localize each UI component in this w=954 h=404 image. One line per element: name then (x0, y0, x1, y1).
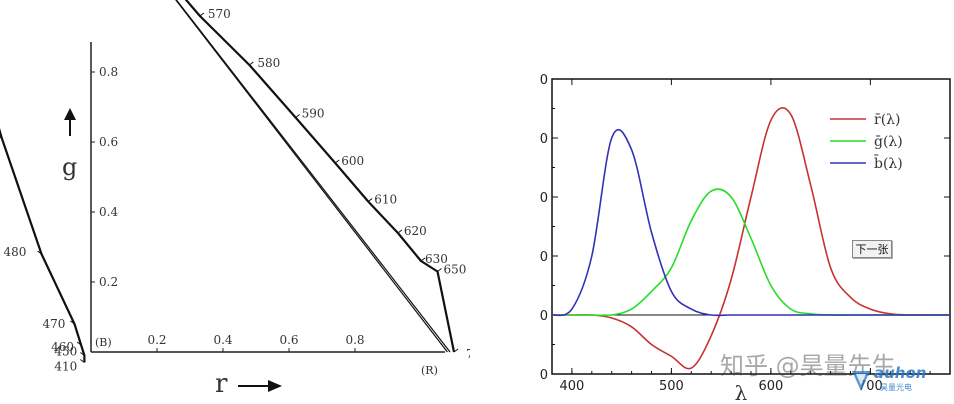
wavelength-label: 450 (54, 345, 77, 359)
next-image-button[interactable]: 下一张 (852, 240, 892, 258)
wavelength-label: 600 (341, 154, 364, 168)
wavelength-tick (437, 268, 442, 272)
x-tick-label: 0.8 (345, 333, 364, 347)
wavelength-tick (37, 250, 42, 255)
legend-label: b̄(λ) (874, 154, 903, 172)
legend-label: r̄(λ) (874, 112, 901, 128)
x-tick-label: 0.4 (213, 333, 232, 347)
wavelength-tick (420, 257, 426, 262)
wavelength-label: 590 (302, 107, 325, 121)
wavelength-label: 470 (43, 317, 66, 331)
y-axis-label: g (62, 153, 77, 181)
wavelength-tick (397, 229, 403, 234)
wavelength-tick (334, 159, 340, 164)
series-line-2 (551, 129, 950, 317)
wavelength-tick (199, 12, 205, 17)
y-tick-label: 0.00 (540, 309, 548, 324)
wavelength-tick (76, 341, 82, 346)
wavelength-tick (453, 348, 459, 353)
wavelength-tick (295, 114, 300, 118)
x-arrow-icon (268, 380, 282, 392)
wavelength-label: 610 (374, 193, 397, 207)
wavelength-label: 580 (257, 56, 280, 70)
y-tick-label: 0.40 (540, 73, 548, 88)
wavelength-tick (80, 352, 85, 356)
y-tick-label: 0.8 (99, 65, 118, 79)
wavelength-label: 630 (425, 252, 448, 266)
wavelength-tick (70, 320, 75, 325)
y-tick-label: -0.10 (540, 368, 548, 383)
y-tick-label: 0.4 (99, 205, 118, 219)
wavelength-label: 410 (54, 360, 77, 374)
gamut-line (175, 0, 448, 353)
x-tick-label: 600 (758, 379, 783, 394)
wavelength-label: 620 (404, 224, 427, 238)
alychne-line (175, 0, 451, 353)
wavelength-tick (80, 359, 85, 363)
y-arrow-icon (64, 108, 76, 120)
x-tick-label: 500 (659, 379, 684, 394)
x-tick-label: 400 (559, 379, 584, 394)
wavelength-label: 570 (208, 7, 231, 21)
series-line-0 (552, 107, 950, 370)
wavelength-label: 480 (4, 245, 27, 259)
brand-logo-text: auhon (874, 364, 927, 382)
wavelength-label: 700 (466, 347, 470, 361)
brand-logo-subtitle: 昊量光电 (880, 383, 912, 392)
color-matching-chart: 0.400.300.200.100.00-0.10400500600700r̄(… (540, 73, 951, 400)
red-primary-label: (R) (421, 364, 438, 377)
x-axis-label: r (215, 369, 228, 399)
y-tick-label: 0.10 (540, 250, 548, 265)
plot-frame (551, 78, 951, 375)
y-tick-label: 0.2 (99, 275, 118, 289)
y-tick-label: 0.30 (540, 132, 548, 147)
wavelength-label: 650 (444, 263, 467, 277)
legend-label: ḡ(λ) (874, 134, 903, 150)
wavelength-label: 460 (51, 340, 74, 354)
x-axis-label: λ (735, 381, 748, 400)
origin-label: (B) (95, 336, 112, 349)
y-tick-label: 0.20 (540, 191, 548, 206)
wavelength-tick (249, 61, 254, 66)
wavelength-tick (0, 136, 3, 139)
wavelength-tick (367, 198, 373, 202)
x-tick-label: 0.2 (147, 333, 166, 347)
x-tick-label: 0.6 (279, 333, 298, 347)
spectrum-locus (0, 0, 456, 363)
brand-logo-icon (852, 371, 870, 391)
y-tick-label: 0.6 (99, 135, 118, 149)
rg-chromaticity-chart: 0.20.40.60.80.20.40.60.84104504604704804… (0, 0, 470, 399)
